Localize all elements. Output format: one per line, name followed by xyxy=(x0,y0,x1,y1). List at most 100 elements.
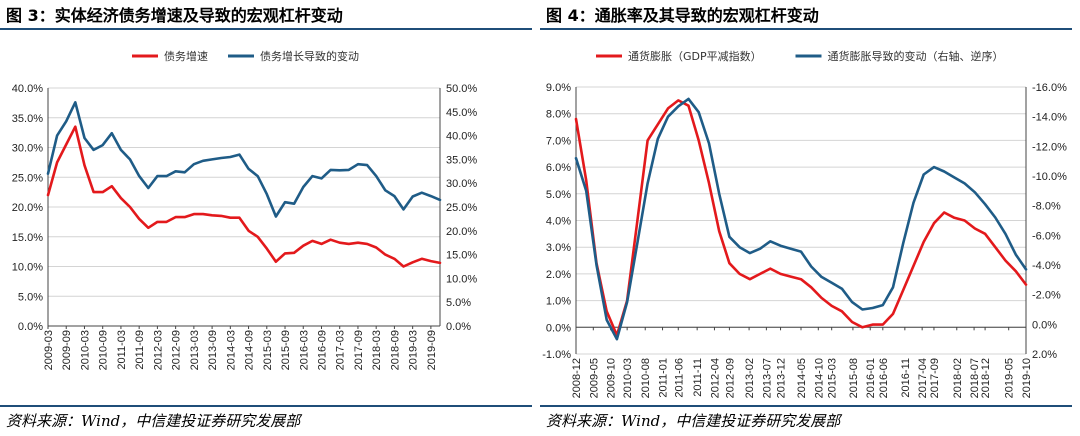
x-tick-label: 2009-05 xyxy=(588,358,600,398)
x-tick-label: 2015-03 xyxy=(262,330,274,370)
y-left-tick-label: 40.0% xyxy=(12,83,43,95)
x-tick-label: 2018-02 xyxy=(952,358,964,398)
x-tick-label: 2012-04 xyxy=(709,358,721,398)
y-right-tick-label: 5.0% xyxy=(446,297,471,309)
y-right-tick-label: -12.0% xyxy=(1032,141,1067,153)
y-right-tick-label: 20.0% xyxy=(446,226,477,238)
x-tick-label: 2017-04 xyxy=(917,358,929,398)
y-right-tick-label: 50.0% xyxy=(446,83,477,95)
y-right-tick-label: -2.0% xyxy=(1032,290,1061,302)
legend-label: 债务增长导致的变动 xyxy=(260,49,359,63)
title-rule-right xyxy=(540,28,1072,30)
x-tick-label: 2013-12 xyxy=(776,358,788,398)
legend-label: 债务增速 xyxy=(164,49,208,63)
x-tick-label: 2014-10 xyxy=(813,358,825,398)
x-tick-label: 2011-09 xyxy=(134,330,146,370)
y-right-tick-label: -10.0% xyxy=(1032,171,1067,183)
x-tick-label: 2015-03 xyxy=(827,358,839,398)
y-left-tick-label: 7.0% xyxy=(546,135,571,147)
x-tick-label: 2010-03 xyxy=(79,330,91,370)
left-chart-panel: 图 3：实体经济债务增速及导致的宏观杠杆变动 0.0% 5.0% 10.0% 15.0… xyxy=(0,6,532,430)
legend-label: 通货膨胀（GDP平减指数） xyxy=(628,49,762,63)
y-right-tick-label: 35.0% xyxy=(446,154,477,166)
x-tick-label: 2014-03 xyxy=(225,330,237,370)
x-tick-label: 2013-03 xyxy=(189,330,201,370)
x-tick-label: 2011-11 xyxy=(692,358,704,397)
x-tick-label: 2012-03 xyxy=(152,330,164,370)
x-tick-label: 2008-12 xyxy=(571,358,583,398)
x-tick-label: 2012-09 xyxy=(724,358,736,398)
series-line-left-1 xyxy=(46,125,442,268)
right-line-chart: -1.0% 0.0% 1.0% 2.0% 3.0% 4.0% 5.0% 6.0% 7.0% 8.0… xyxy=(542,49,1067,398)
y-left-tick-label: 0.0% xyxy=(546,322,571,334)
y-left-tick-label: 1.0% xyxy=(546,296,571,308)
y-right-tick-label: 15.0% xyxy=(446,250,477,262)
y-left-tick-label: 3.0% xyxy=(546,242,571,254)
y-left-tick-label: 30.0% xyxy=(12,143,43,155)
x-tick-label: 2016-11 xyxy=(900,358,912,398)
y-left-tick-label: 5.0% xyxy=(18,291,43,303)
x-tick-label: 2017-03 xyxy=(335,330,347,370)
source-rule-right xyxy=(540,405,1072,407)
y-right-tick-label: -14.0% xyxy=(1032,112,1067,124)
x-tick-label: 2013-02 xyxy=(744,358,756,398)
x-tick-label: 2019-10 xyxy=(1021,358,1033,398)
x-tick-label: 2010-03 xyxy=(622,358,634,398)
x-tick-label: 2016-03 xyxy=(298,330,310,370)
y-right-tick-label: -4.0% xyxy=(1032,260,1061,272)
y-right-tick-label: 45.0% xyxy=(446,107,477,119)
x-tick-label: 2019-03 xyxy=(408,330,420,370)
x-tick-label: 2010-08 xyxy=(640,358,652,398)
source-note-right: 资料来源：Wind，中信建投证券研究发展部 xyxy=(546,412,841,430)
y-left-tick-label: 25.0% xyxy=(12,172,43,184)
x-tick-label: 2016-01 xyxy=(865,358,877,398)
x-tick-label: 2009-03 xyxy=(43,330,55,370)
x-tick-label: 2019-05 xyxy=(1004,358,1016,398)
legend-label: 通货膨胀导致的变动（右轴、逆序） xyxy=(828,49,1004,63)
x-tick-label: 2018-03 xyxy=(371,330,383,370)
y-left-tick-label: 2.0% xyxy=(546,269,571,281)
y-right-tick-label: 30.0% xyxy=(446,178,477,190)
y-left-tick-label: 5.0% xyxy=(546,189,571,201)
y-left-tick-label: 15.0% xyxy=(12,232,43,244)
x-tick-label: 2009-10 xyxy=(606,358,618,398)
chart-title-right: 图 4：通胀率及其导致的宏观杠杆变动 xyxy=(546,6,819,25)
x-tick-label: 2014-05 xyxy=(796,358,808,398)
y-right-tick-label: 25.0% xyxy=(446,202,477,214)
y-left-tick-label: 8.0% xyxy=(546,109,571,121)
y-left-tick-label: 20.0% xyxy=(12,202,43,214)
x-tick-label: 2011-06 xyxy=(673,358,685,398)
y-right-tick-label: -8.0% xyxy=(1032,201,1061,213)
x-tick-label: 2016-09 xyxy=(316,330,328,370)
y-right-tick-label: 0.0% xyxy=(1032,319,1057,331)
series-line-right-1 xyxy=(574,99,1028,337)
series-line-right-2 xyxy=(574,97,1028,341)
x-tick-label: 2014-09 xyxy=(244,330,256,370)
y-left-tick-label: 35.0% xyxy=(12,113,43,125)
y-right-tick-label: -16.0% xyxy=(1032,82,1067,94)
x-tick-label: 2011-01 xyxy=(658,358,670,398)
series-line-left-2 xyxy=(46,101,442,218)
x-tick-label: 2012-09 xyxy=(171,330,183,370)
right-chart-panel: 图 4：通胀率及其导致的宏观杠杆变动 -1.0% 0.0% 1.0% 2.0% 3.0%… xyxy=(540,0,1080,436)
y-right-tick-label: -6.0% xyxy=(1032,230,1061,242)
x-tick-label: 2011-03 xyxy=(116,330,128,370)
x-tick-label: 2013-07 xyxy=(761,358,773,398)
chart-title-left: 图 3：实体经济债务增速及导致的宏观杠杆变动 xyxy=(6,6,343,25)
y-right-tick-label: 10.0% xyxy=(446,273,477,285)
source-note-left: 资料来源：Wind，中信建投证券研究发展部 xyxy=(6,412,301,430)
y-left-tick-label: 6.0% xyxy=(546,162,571,174)
y-left-tick-label: -1.0% xyxy=(542,349,571,361)
x-tick-label: 2009-09 xyxy=(61,330,73,370)
y-left-tick-label: 9.0% xyxy=(546,82,571,94)
x-tick-label: 2018-07 xyxy=(969,358,981,398)
y-right-tick-label: 40.0% xyxy=(446,131,477,143)
y-left-tick-label: 10.0% xyxy=(12,262,43,274)
y-left-tick-label: 0.0% xyxy=(18,321,43,333)
x-tick-label: 2017-09 xyxy=(929,358,941,398)
left-line-chart: 0.0% 5.0% 10.0% 15.0% 20.0% 25.0% 30.0% 35.0% 40… xyxy=(12,49,478,370)
title-rule-left xyxy=(0,28,532,30)
y-right-tick-label: 0.0% xyxy=(446,321,471,333)
x-tick-label: 2017-09 xyxy=(353,330,365,370)
x-tick-label: 2018-12 xyxy=(980,358,992,398)
